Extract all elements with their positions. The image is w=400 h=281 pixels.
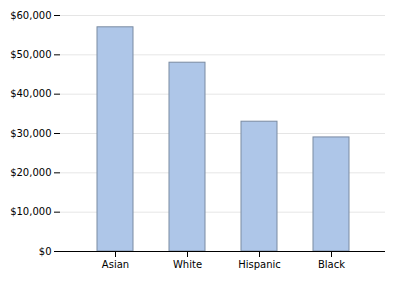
svg-text:White: White <box>173 259 202 270</box>
svg-text:$20,000: $20,000 <box>10 167 51 178</box>
svg-text:$0: $0 <box>39 246 52 257</box>
svg-text:$10,000: $10,000 <box>10 206 51 217</box>
svg-text:$60,000: $60,000 <box>10 10 51 21</box>
svg-text:Hispanic: Hispanic <box>238 259 281 270</box>
svg-text:$30,000: $30,000 <box>10 128 51 139</box>
svg-text:$50,000: $50,000 <box>10 49 51 60</box>
svg-text:Black: Black <box>318 259 345 270</box>
svg-text:Asian: Asian <box>102 259 129 270</box>
svg-text:$40,000: $40,000 <box>10 88 51 99</box>
